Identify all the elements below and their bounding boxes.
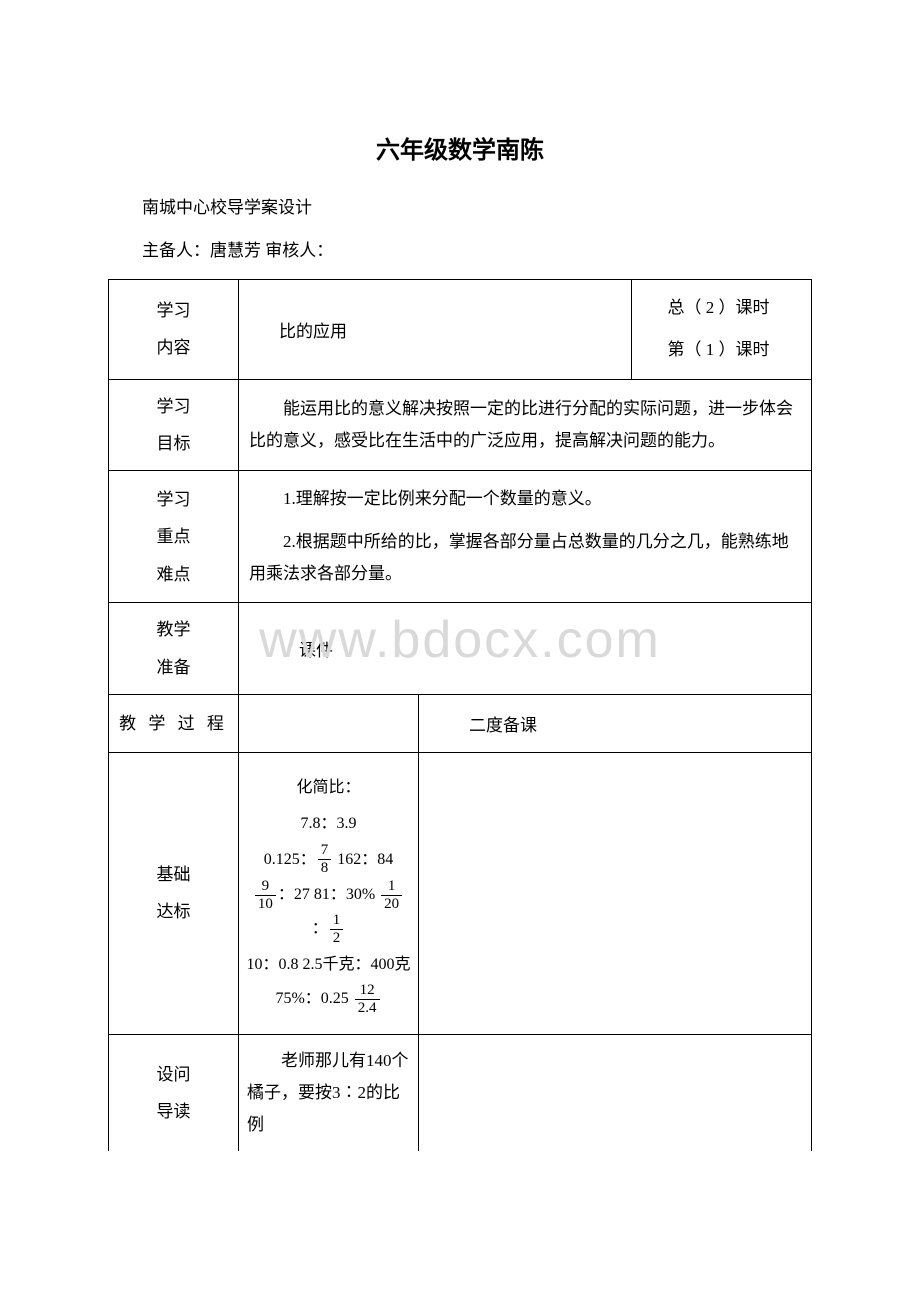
label-text: 准备 <box>115 649 232 686</box>
cell-text: 二度备课 <box>469 716 537 735</box>
label-text: 基础 <box>115 856 232 893</box>
cell-text: 2.根据题中所给的比，掌握各部分量占总数量的几分之几，能熟练地用乘法求各部分量。 <box>249 526 801 591</box>
author-line: 主备人：唐慧芳 审核人： <box>108 236 812 261</box>
table-row: 教 学 过 程 二度备课 <box>109 695 812 753</box>
label-text: 难点 <box>115 556 232 593</box>
cell-text: 第（ 1 ）课时 <box>642 334 801 366</box>
math-line: 910：27 81：30% 120：12 <box>245 878 412 946</box>
math-line: 0.125：78 162：84 <box>245 843 412 877</box>
cell-text: 总（ 2 ）课时 <box>642 292 801 324</box>
cell-text: 老师那儿有140个橘子，要按3∶2的比例 <box>247 1045 410 1142</box>
label-text: 学习 <box>115 388 232 425</box>
label-text: 学习 <box>115 292 232 329</box>
cell-text: 课件 <box>299 641 333 660</box>
cell-text: 比的应用 <box>279 322 347 341</box>
cell-text: 化简比： <box>245 771 412 805</box>
cell-text: 教 学 过 程 <box>119 714 228 733</box>
label-text: 内容 <box>115 329 232 366</box>
label-text: 达标 <box>115 893 232 930</box>
table-row: 学习 目标 能运用比的意义解决按照一定的比进行分配的实际问题，进一步体会比的意义… <box>109 379 812 471</box>
label-text: 学习 <box>115 481 232 518</box>
math-line: 10：0.8 2.5千克：400克 75%：0.25 122.4 <box>245 948 412 1015</box>
label-text: 重点 <box>115 518 232 555</box>
table-row: 学习 重点 难点 1.理解按一定比例来分配一个数量的意义。 2.根据题中所给的比… <box>109 471 812 603</box>
label-text: 目标 <box>115 425 232 462</box>
lesson-plan-table: 学习 内容 比的应用 总（ 2 ）课时 第（ 1 ）课时 学习 目标 能运用比的… <box>108 279 812 1151</box>
subtitle-line: 南城中心校导学案设计 <box>108 193 812 218</box>
table-row: 基础 达标 化简比： 7.8：3.9 0.125：78 162：84 910：2… <box>109 753 812 1034</box>
label-text: 导读 <box>115 1093 232 1130</box>
table-row: 设问 导读 老师那儿有140个橘子，要按3∶2的比例 <box>109 1034 812 1151</box>
table-row: 教学 准备 课件 <box>109 603 812 695</box>
table-row: 学习 内容 比的应用 总（ 2 ）课时 第（ 1 ）课时 <box>109 280 812 380</box>
label-text: 设问 <box>115 1056 232 1093</box>
cell-text: 1.理解按一定比例来分配一个数量的意义。 <box>249 483 801 515</box>
cell-text: 7.8：3.9 <box>245 807 412 841</box>
label-text: 教学 <box>115 611 232 648</box>
cell-text: 能运用比的意义解决按照一定的比进行分配的实际问题，进一步体会比的意义，感受比在生… <box>249 393 801 458</box>
page-title: 六年级数学南陈 <box>108 130 812 165</box>
